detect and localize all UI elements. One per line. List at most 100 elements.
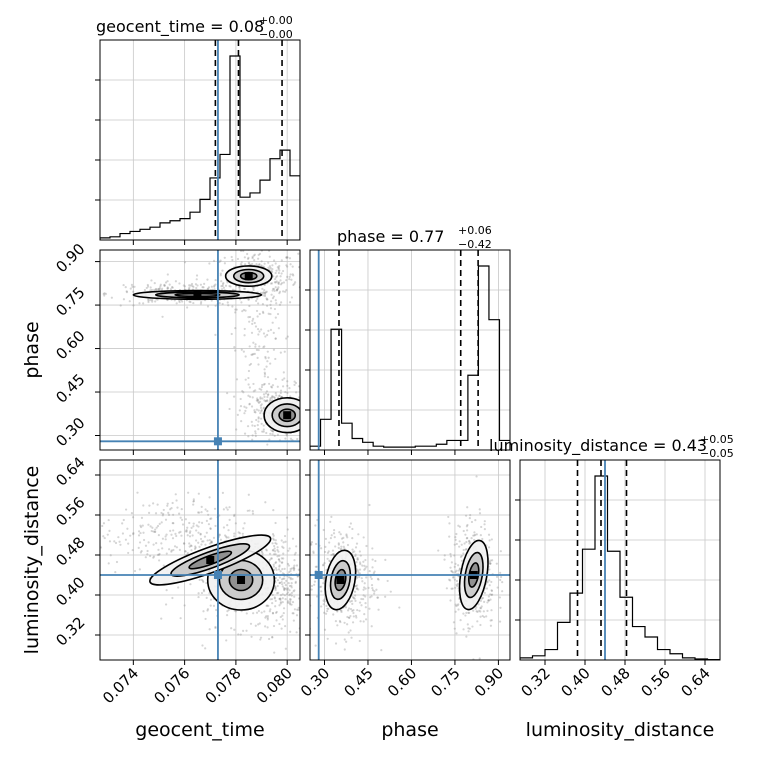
y-tick-label: 0.75: [52, 283, 88, 319]
sample-point: [271, 289, 274, 292]
sample-point: [268, 382, 271, 385]
sample-point: [486, 609, 489, 612]
sample-point: [176, 506, 179, 509]
sample-point: [186, 551, 189, 555]
sample-point: [301, 315, 303, 317]
sample-point: [289, 598, 292, 601]
sample-point: [329, 537, 332, 540]
sample-point: [266, 395, 269, 399]
sample-point: [304, 559, 306, 561]
sample-point: [469, 541, 472, 544]
sample-point: [269, 428, 272, 432]
sample-point: [289, 395, 292, 398]
sample-point: [272, 295, 275, 298]
sample-point: [373, 570, 376, 573]
sample-point: [285, 587, 288, 590]
sample-point: [281, 561, 284, 564]
sample-point: [272, 624, 276, 628]
sample-point: [188, 535, 192, 538]
sample-point: [147, 299, 150, 302]
sample-point: [154, 530, 157, 533]
sample-point: [188, 284, 191, 287]
sample-point: [147, 541, 150, 544]
sample-point: [164, 603, 168, 606]
sample-point: [228, 518, 231, 521]
sample-point: [227, 608, 230, 611]
sample-point: [288, 277, 291, 281]
sample-point: [286, 588, 289, 591]
sample-point: [282, 371, 285, 374]
sample-point: [218, 534, 221, 537]
sample-point: [307, 400, 309, 402]
sample-point: [350, 636, 353, 639]
sample-point: [279, 279, 282, 282]
sample-point: [240, 261, 243, 264]
sample-point: [152, 543, 155, 546]
sample-point: [219, 272, 222, 275]
sample-point: [292, 569, 296, 572]
sample-point: [278, 292, 281, 295]
sample-point: [210, 540, 213, 543]
sample-point: [337, 543, 340, 546]
y-tick-label: 0.64: [52, 453, 88, 489]
sample-point: [257, 363, 260, 366]
sample-point: [478, 657, 481, 660]
sample-point: [319, 585, 322, 589]
sample-point: [297, 385, 300, 388]
sample-point: [255, 348, 258, 351]
sample-point: [346, 609, 350, 612]
sample-point: [209, 604, 212, 607]
sample-point: [129, 287, 132, 290]
sample-point: [473, 531, 476, 534]
sample-point: [231, 246, 233, 248]
sample-point: [283, 350, 286, 353]
sample-point: [246, 425, 250, 428]
sample-point: [188, 286, 191, 289]
sample-point: [357, 533, 360, 536]
sample-point: [269, 362, 272, 365]
sample-point: [289, 600, 292, 603]
sample-point: [294, 551, 297, 554]
sample-point: [179, 516, 182, 519]
sample-point: [164, 518, 168, 521]
sample-point: [263, 345, 266, 348]
sample-point: [164, 535, 167, 538]
sample-point: [289, 578, 292, 581]
sample-point: [286, 562, 290, 566]
sample-point: [137, 530, 141, 533]
sample-point: [113, 540, 116, 543]
sample-point: [354, 614, 358, 617]
sample-point: [288, 602, 291, 605]
sample-point: [359, 620, 362, 623]
sample-point: [457, 524, 460, 527]
sample-point: [226, 523, 229, 527]
sample-point: [468, 540, 471, 543]
sample-point: [277, 591, 280, 594]
sample-point: [146, 549, 149, 553]
sample-point: [253, 321, 256, 325]
sample-point: [465, 525, 469, 528]
sample-point: [449, 552, 452, 556]
sample-point: [230, 255, 233, 259]
sample-point: [285, 264, 288, 267]
sample-point: [158, 287, 161, 290]
sample-point: [251, 396, 254, 399]
sample-point: [195, 524, 198, 527]
sample-point: [322, 603, 325, 606]
sample-point: [163, 284, 166, 287]
sample-point: [252, 288, 255, 292]
sample-point: [315, 595, 319, 598]
sample-point: [274, 605, 277, 608]
sample-point: [208, 628, 211, 631]
panel-frame: [309, 249, 511, 451]
sample-point: [232, 395, 236, 398]
sample-point: [274, 561, 278, 564]
sample-point: [273, 597, 276, 600]
sample-point: [270, 282, 274, 285]
sample-point: [323, 576, 326, 579]
sample-point: [255, 611, 259, 614]
sample-point: [257, 420, 260, 423]
sample-point: [454, 570, 457, 574]
sample-point: [206, 305, 210, 308]
sample-point: [273, 289, 276, 292]
